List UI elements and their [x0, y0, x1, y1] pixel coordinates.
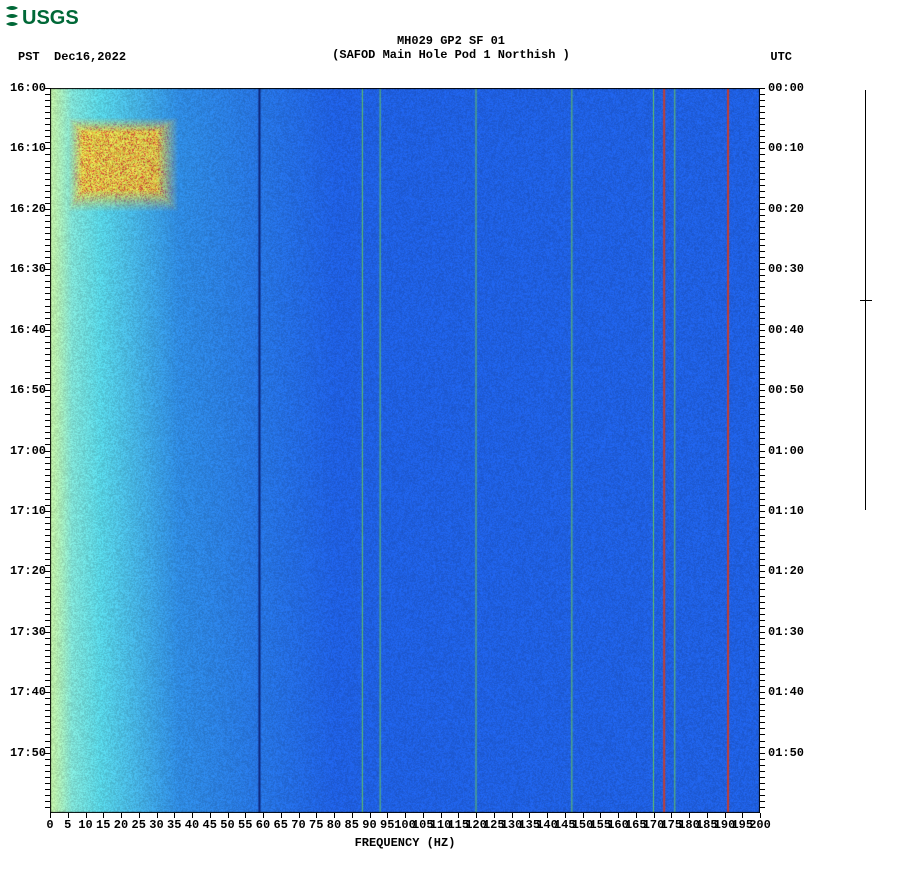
title-line-2: (SAFOD Main Hole Pod 1 Northish )	[0, 48, 902, 62]
xtick: 15	[96, 818, 110, 832]
logo-text: USGS	[22, 7, 79, 29]
ytick-right: 01:50	[768, 746, 818, 760]
xtick: 75	[309, 818, 323, 832]
xtick: 20	[114, 818, 128, 832]
ytick-right: 01:30	[768, 625, 818, 639]
title-line-1: MH029 GP2 SF 01	[0, 34, 902, 48]
ytick-right: 00:30	[768, 262, 818, 276]
xtick: 200	[749, 818, 771, 832]
ytick-right: 01:00	[768, 444, 818, 458]
xtick: 35	[167, 818, 181, 832]
ytick-left: 16:10	[0, 141, 46, 155]
xtick: 40	[185, 818, 199, 832]
xtick: 45	[203, 818, 217, 832]
ytick-left: 16:40	[0, 323, 46, 337]
ytick-right: 00:10	[768, 141, 818, 155]
xtick: 50	[220, 818, 234, 832]
xtick: 25	[132, 818, 146, 832]
date-label: Dec16,2022	[54, 50, 126, 64]
xtick: 55	[238, 818, 252, 832]
xtick: 85	[345, 818, 359, 832]
ytick-left: 17:00	[0, 444, 46, 458]
ytick-right: 00:50	[768, 383, 818, 397]
xtick: 60	[256, 818, 270, 832]
spectrogram-canvas	[50, 88, 760, 813]
ytick-left: 16:50	[0, 383, 46, 397]
ytick-right: 00:00	[768, 81, 818, 95]
xtick: 90	[362, 818, 376, 832]
ytick-right: 01:10	[768, 504, 818, 518]
xtick: 80	[327, 818, 341, 832]
ytick-left: 16:20	[0, 202, 46, 216]
ytick-right: 00:40	[768, 323, 818, 337]
xtick: 30	[149, 818, 163, 832]
ytick-right: 01:40	[768, 685, 818, 699]
xtick: 65	[274, 818, 288, 832]
xtick: 10	[78, 818, 92, 832]
x-axis-label: FREQUENCY (HZ)	[50, 836, 760, 850]
ytick-left: 16:30	[0, 262, 46, 276]
xtick: 5	[64, 818, 71, 832]
xtick: 95	[380, 818, 394, 832]
xtick: 0	[46, 818, 53, 832]
ytick-left: 17:30	[0, 625, 46, 639]
ytick-right: 00:20	[768, 202, 818, 216]
ytick-left: 16:00	[0, 81, 46, 95]
ytick-left: 17:50	[0, 746, 46, 760]
spectrogram-plot: 16:0016:1016:2016:3016:4016:5017:0017:10…	[50, 88, 760, 813]
ytick-left: 17:10	[0, 504, 46, 518]
ytick-left: 17:20	[0, 564, 46, 578]
tz-left: PST Dec16,2022	[18, 50, 126, 64]
tz-right: UTC	[770, 50, 792, 64]
ytick-left: 17:40	[0, 685, 46, 699]
xtick: 70	[291, 818, 305, 832]
ytick-right: 01:20	[768, 564, 818, 578]
tz-left-label: PST	[18, 50, 40, 64]
chart-title: MH029 GP2 SF 01 (SAFOD Main Hole Pod 1 N…	[0, 34, 902, 62]
usgs-logo: USGS	[4, 4, 88, 30]
